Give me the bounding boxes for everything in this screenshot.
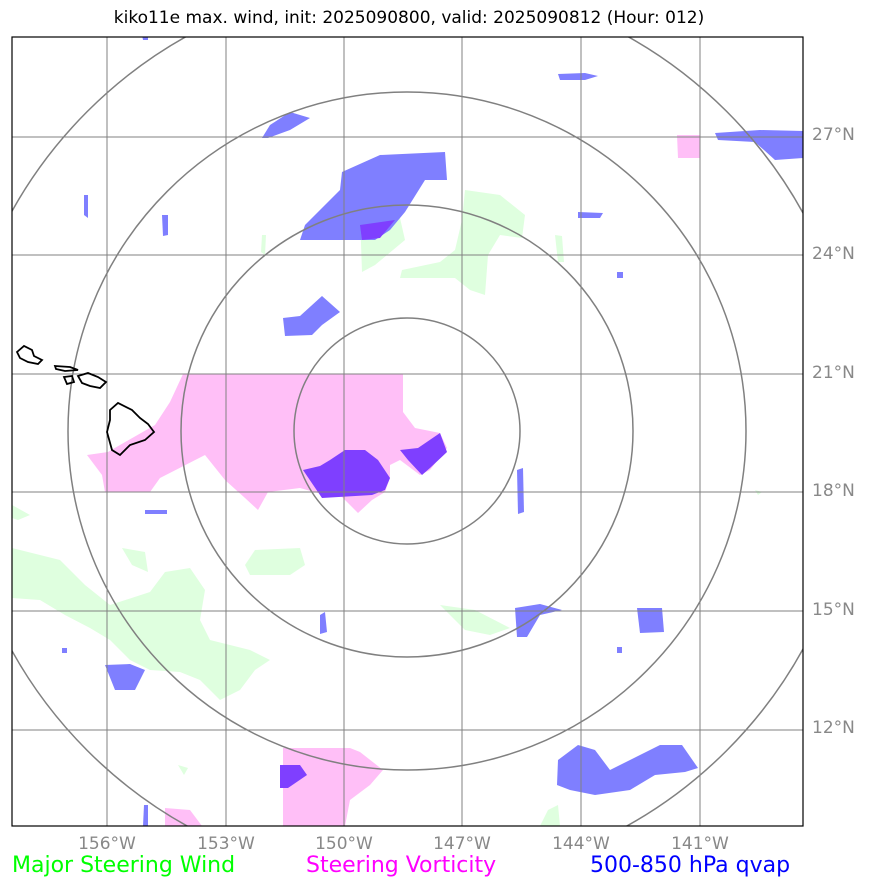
range-rings — [12, 37, 803, 826]
legend-wind: Major Steering Wind — [12, 853, 236, 878]
legend-vorticity: Steering Vorticity — [306, 853, 497, 878]
lon-label-156w: 156°W — [78, 834, 136, 854]
lat-label-27n: 27°N — [812, 125, 855, 145]
lat-label-24n: 24°N — [812, 244, 855, 264]
lon-label-150w: 150°W — [315, 834, 373, 854]
lat-label-21n: 21°N — [812, 363, 855, 383]
lon-label-141w: 141°W — [671, 834, 729, 854]
lat-label-15n: 15°N — [812, 600, 855, 620]
lat-label-18n: 18°N — [812, 481, 855, 501]
map-title: kiko11e max. wind, init: 2025090800, val… — [113, 8, 705, 28]
lon-label-153w: 153°W — [197, 834, 255, 854]
map-border — [11, 36, 804, 827]
overlap-areas — [280, 220, 447, 788]
lon-label-144w: 144°W — [552, 834, 610, 854]
lon-label-147w: 147°W — [433, 834, 491, 854]
legend-qvap: 500-850 hPa qvap — [590, 853, 791, 878]
hawaii-coastline — [15, 344, 156, 457]
graticule — [12, 37, 803, 826]
steering-wind-areas — [12, 190, 762, 826]
lat-label-12n: 12°N — [812, 718, 855, 738]
